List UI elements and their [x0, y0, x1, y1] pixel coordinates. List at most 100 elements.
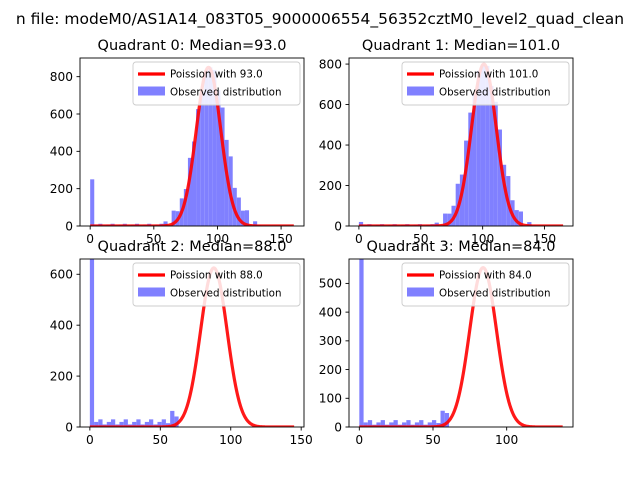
legend-label-observed: Observed distribution — [439, 87, 551, 99]
x-tick-label: 100 — [471, 232, 494, 246]
histogram-bar — [376, 422, 381, 427]
histogram-bar — [393, 420, 398, 427]
histogram-bar — [208, 67, 213, 226]
histogram-bar — [110, 419, 116, 427]
y-tick-label: 0 — [334, 219, 342, 233]
panel-title: Quadrant 2: Median=88.0 — [98, 239, 287, 255]
y-tick-label: 0 — [65, 219, 73, 233]
x-tick-label: 150 — [533, 232, 556, 246]
histogram-bar — [476, 70, 481, 226]
y-tick-label: 400 — [50, 145, 73, 159]
y-tick-label: 0 — [334, 420, 342, 434]
histogram-bar — [440, 410, 445, 427]
histogram-bar — [485, 65, 490, 226]
histogram-bar — [493, 101, 498, 226]
histogram-bar — [200, 91, 205, 226]
x-tick-label: 0 — [86, 232, 94, 246]
histogram-bar — [106, 421, 111, 427]
y-tick-label: 400 — [319, 138, 342, 152]
legend-swatch-hist — [407, 287, 434, 297]
histogram-bar — [480, 64, 486, 226]
axes-frame — [79, 258, 305, 428]
panel-title: Quadrant 0: Median=93.0 — [98, 38, 287, 54]
x-tick-label: 100 — [219, 433, 242, 447]
histogram-bar — [183, 189, 188, 226]
legend-box — [401, 262, 570, 307]
legend-swatch-hist — [138, 86, 165, 96]
legend-box — [132, 61, 301, 106]
axes-frame — [348, 258, 574, 428]
poisson-curve — [358, 266, 564, 427]
chart-panel-2: 0 50 100 150 0 200 400 600 Quadrant 2: Median=88… — [50, 239, 313, 447]
axes-frame — [79, 57, 305, 227]
histogram-bar — [464, 140, 469, 226]
y-tick-label: 800 — [319, 57, 342, 71]
histogram-bar — [94, 421, 99, 427]
histogram-bar — [149, 419, 154, 427]
x-tick-label: 50 — [153, 433, 169, 447]
histogram-bar — [527, 222, 532, 226]
y-tick-label: 200 — [319, 179, 342, 193]
legend-label-poisson: Poission with 101.0 — [439, 69, 538, 81]
histogram-bar — [212, 69, 217, 226]
x-tick-label: 100 — [206, 232, 229, 246]
legend-label-observed: Observed distribution — [170, 87, 282, 99]
y-tick-label: 600 — [50, 268, 73, 282]
histogram-bar — [161, 419, 166, 427]
histogram-bar — [406, 420, 411, 427]
x-tick-label: 50 — [413, 232, 429, 246]
histogram-bar — [224, 139, 229, 226]
histogram-bar — [244, 210, 250, 226]
plot-area-3 — [358, 259, 564, 427]
chart-panel-1: 0 50 100 150 0 200 400 600 800 Quadrant 1: Median… — [319, 38, 574, 246]
histogram-bar — [157, 421, 162, 427]
histogram-bar — [443, 213, 448, 226]
histogram-bar — [204, 70, 209, 226]
panels: 0 50 100 150 0 200 400 600 800 Quadrant 0: Median… — [50, 38, 574, 447]
histogram-bar — [518, 211, 523, 226]
x-tick-label: 0 — [355, 433, 363, 447]
legend-swatch-hist — [138, 287, 165, 297]
histogram-bar — [358, 221, 364, 226]
chart-panel-3: 0 50 100 0 100 200 300 400 500 Quadrant 3: Median… — [319, 239, 574, 447]
y-tick-label: 100 — [319, 392, 342, 406]
x-tick-label: 150 — [290, 433, 313, 447]
histogram-bar — [123, 419, 128, 427]
histogram-bar — [427, 422, 432, 427]
x-tick-label: 100 — [495, 433, 518, 447]
legend-label-observed: Observed distribution — [170, 288, 282, 300]
histogram-bar — [489, 85, 494, 226]
x-tick-label: 0 — [355, 232, 363, 246]
panel-title: Quadrant 3: Median=84.0 — [367, 239, 556, 255]
y-tick-label: 200 — [319, 363, 342, 377]
histogram-bar — [119, 421, 124, 427]
histogram-bar — [367, 420, 373, 427]
y-tick-label: 300 — [319, 334, 342, 348]
y-tick-label: 400 — [319, 305, 342, 319]
x-tick-label: 0 — [86, 433, 94, 447]
histogram-bar — [163, 221, 168, 226]
histogram-bar — [98, 419, 103, 427]
histogram-bar — [472, 94, 477, 226]
histogram-bar — [90, 179, 95, 226]
legend-label-poisson: Poission with 84.0 — [439, 270, 532, 282]
histogram-bar — [359, 259, 364, 427]
y-tick-label: 600 — [319, 98, 342, 112]
histogram-bar — [170, 410, 175, 427]
histogram-bar — [144, 421, 150, 427]
y-tick-label: 200 — [50, 182, 73, 196]
histogram-bar — [236, 197, 241, 226]
legend-label-observed: Observed distribution — [439, 288, 551, 300]
figure-suptitle: n file: modeM0/AS1A14_083T05_9000006554_… — [16, 10, 624, 29]
legend-label-poisson: Poission with 93.0 — [170, 69, 263, 81]
y-tick-label: 200 — [50, 369, 73, 383]
histogram-bar — [447, 213, 452, 226]
histogram-bar — [444, 413, 450, 427]
histogram-bar — [196, 109, 201, 226]
panel-title: Quadrant 1: Median=101.0 — [362, 38, 560, 54]
histogram-bar — [402, 422, 407, 427]
histogram-bar — [363, 422, 368, 427]
histogram-bar — [216, 90, 221, 226]
legend-label-poisson: Poission with 88.0 — [170, 270, 263, 282]
